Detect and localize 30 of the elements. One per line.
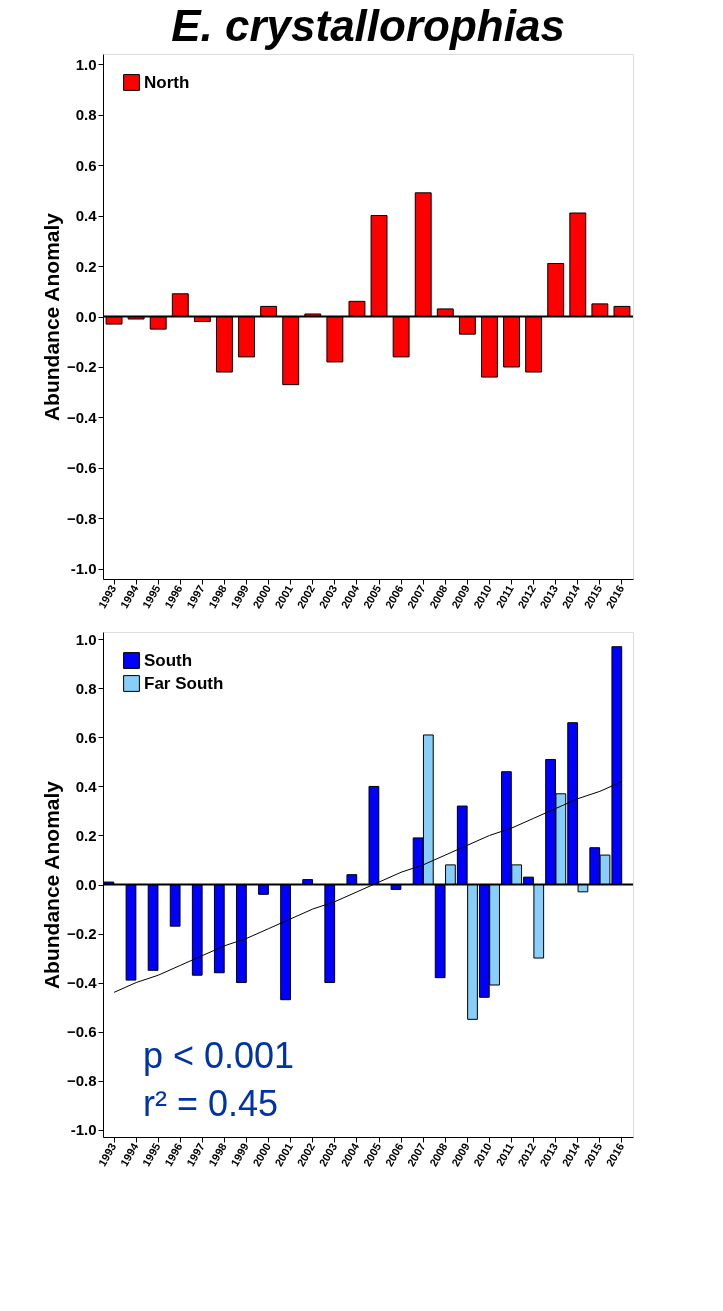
y-tick-label: 0.4 [75,777,98,795]
chart-title: E. crystallorophias [171,1,565,50]
y-tick-label: 0.6 [75,156,97,174]
y-tick-label: 0.8 [75,679,97,697]
y-tick-label: −0.8 [66,1072,97,1090]
y-tick-label: 0.2 [75,826,97,844]
y-tick-label: −0.4 [66,974,98,992]
y-tick-label: −0.4 [66,408,98,426]
y-tick-label: −0.2 [66,925,97,943]
y-tick-label: −0.2 [66,358,97,376]
y-tick-label: −0.6 [66,459,97,477]
y-tick-label: 0.0 [75,876,97,893]
y-tick-label: 1.0 [75,55,97,73]
legend-label: North [144,72,190,92]
y-tick-label: −0.6 [66,1023,97,1041]
y-tick-label: 0.2 [75,257,97,275]
y-axis-title: Abundance Anomaly [39,212,63,422]
y-tick-label: 0.4 [75,207,98,225]
y-tick-label: 0.8 [75,106,97,124]
legend-label: South [144,650,193,670]
y-tick-label: −0.8 [66,509,97,527]
legend-label: Far South [144,673,224,693]
y-tick-label: -1.0 [70,1121,97,1139]
annotation: p < 0.001 [143,1035,295,1076]
y-tick-label: 0.0 [75,308,97,325]
annotation: r² = 0.45 [143,1083,279,1124]
y-tick-label: -1.0 [70,560,97,578]
y-tick-label: 0.6 [75,728,97,746]
y-tick-label: 1.0 [75,630,97,648]
y-axis-title: Abundance Anomaly [39,780,63,990]
